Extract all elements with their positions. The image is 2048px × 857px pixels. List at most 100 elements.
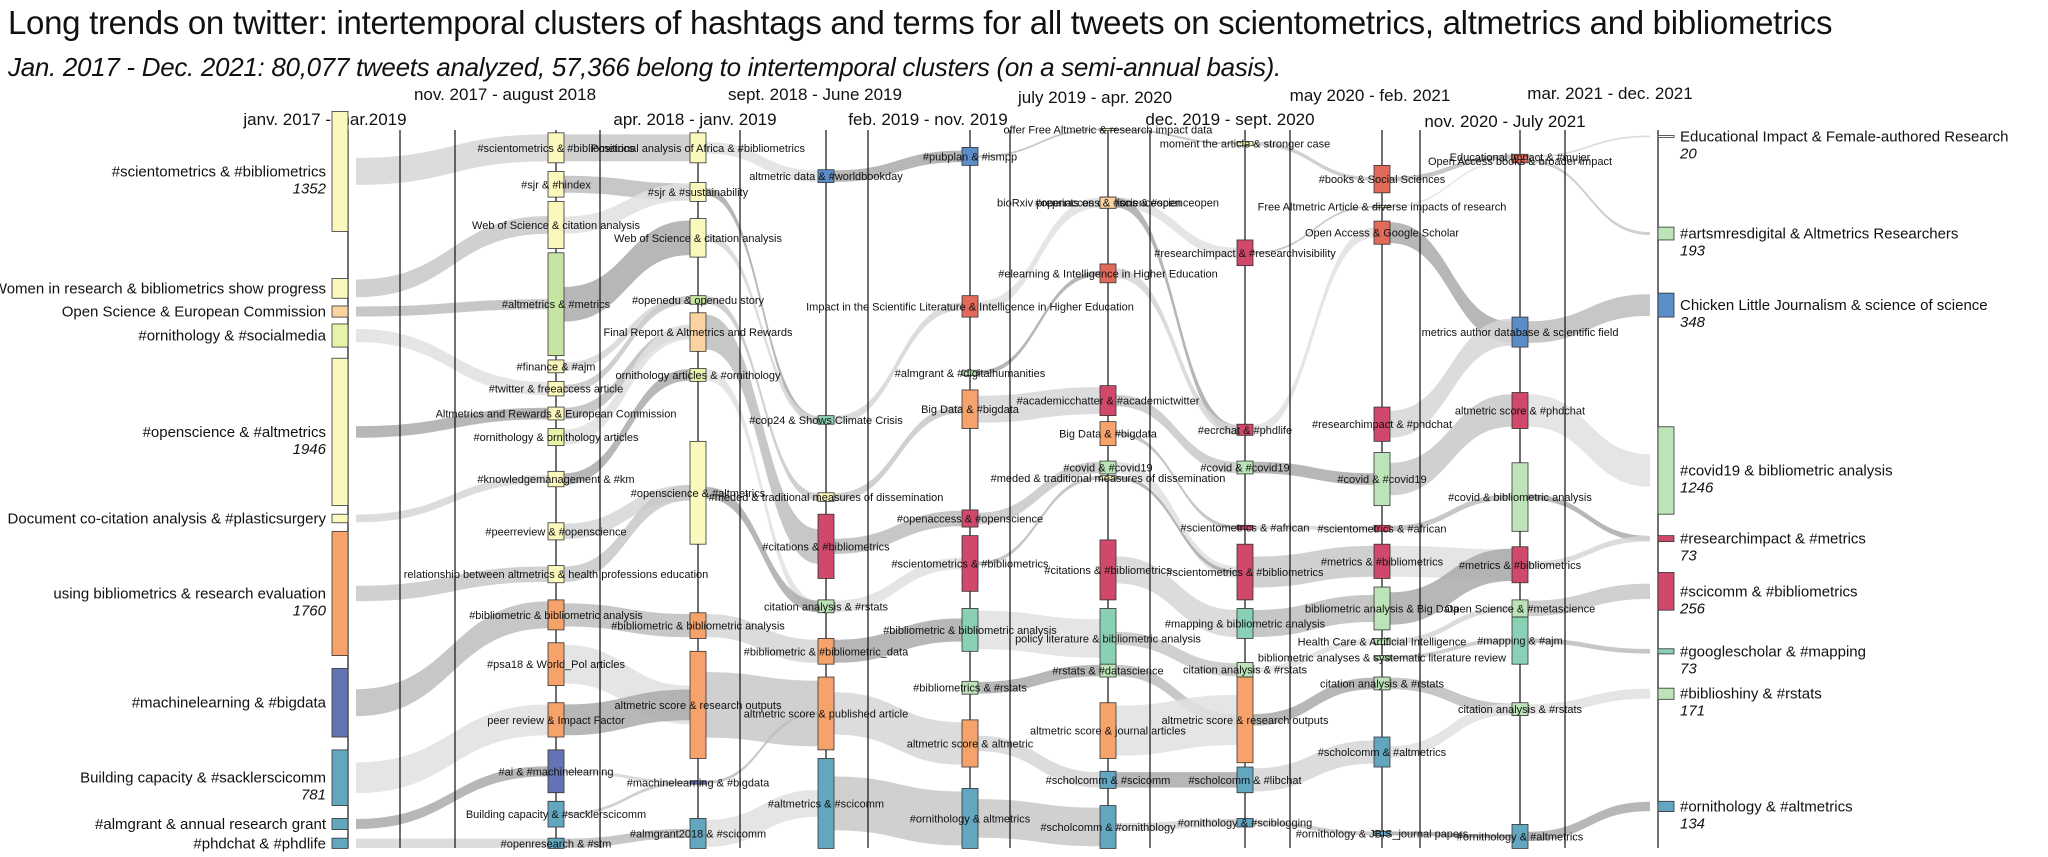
flow-ribbon (706, 711, 818, 784)
cluster-label: #scholcomm & #ornithology (1040, 822, 1176, 834)
cluster-label: Final Report & Altmetrics and Rewards (604, 327, 793, 339)
flow-ribbon (1253, 461, 1374, 485)
cluster-label: citation analysis & #rstats (1183, 665, 1308, 677)
flow-ribbon (1253, 638, 1374, 673)
cluster-label: using bibliometrics & research evaluatio… (53, 585, 326, 602)
cluster-node (689, 132, 707, 164)
flow-ribbon (1528, 159, 1650, 236)
cluster-node (1099, 770, 1117, 789)
cluster-label: #covid & #covid19 (1200, 462, 1289, 474)
cluster-label: #covid & bibliometric analysis (1448, 492, 1592, 504)
cluster-label: #meded & traditional measures of dissemi… (709, 492, 944, 504)
cluster-node (1099, 475, 1117, 481)
flow-ribbon (564, 324, 690, 445)
cluster-label: #openscience & #altmetrics (631, 488, 766, 500)
cluster-label: #googlescholar & #mapping (1680, 643, 1866, 660)
cluster-node (1099, 460, 1117, 475)
cluster-node (1099, 539, 1117, 601)
flow-ribbon (1528, 135, 1650, 158)
cluster-label: bibliometric analysis & Big Data (1305, 603, 1460, 615)
flow-ribbon (356, 407, 548, 438)
cluster-label: #scientometrics & #bibliometrics (891, 558, 1049, 570)
cluster-node (689, 818, 707, 849)
cluster-node (1657, 800, 1675, 812)
cluster-label: Big Data & #bigdata (1059, 429, 1158, 441)
flow-ribbon (356, 299, 548, 317)
cluster-node (817, 169, 835, 183)
flow-ribbon (564, 296, 690, 371)
flow-ribbon (1253, 205, 1374, 254)
flow-ribbon (1528, 294, 1650, 343)
flow-ribbon (1116, 128, 1237, 145)
cluster-node (1236, 141, 1254, 147)
cluster-label: #bibliometric & #bibliometric_data (744, 646, 909, 658)
cluster-label: #finance & #ajm (517, 361, 596, 373)
flow-ribbon (1116, 556, 1237, 637)
cluster-count: 1946 (293, 441, 327, 458)
cluster-node (331, 749, 349, 806)
flow-ribbon (1528, 688, 1650, 715)
cluster-node (1099, 128, 1117, 131)
cluster-label: policy literature & bibliometric analysi… (1015, 633, 1201, 645)
flow-ribbon (1253, 740, 1374, 792)
period-header: mar. 2021 - dec. 2021 (1527, 84, 1692, 103)
cluster-count: 1352 (293, 180, 327, 197)
cluster-label: #twitter & freeaccess article (489, 384, 624, 396)
cluster-label: citation analysis & #rstats (764, 601, 889, 613)
cluster-label: #metrics & #bibliometrics (1321, 556, 1444, 568)
cluster-node (331, 111, 349, 232)
cluster-label: #scientometrics & #bibliometrics (112, 163, 326, 180)
cluster-node (689, 650, 707, 759)
cluster-label: #academicchatter & #academictwitter (1017, 396, 1200, 408)
flow-ribbon (1253, 594, 1374, 637)
cluster-label: #pubplan & #ismpp (923, 151, 1017, 163)
flow-ribbon (978, 799, 1100, 847)
flow-ribbon (706, 672, 818, 747)
cluster-label: ornithology articles & #ornithology (615, 370, 781, 382)
cluster-node (1236, 239, 1254, 267)
cluster-node (331, 278, 349, 299)
cluster-count: 20 (1679, 145, 1697, 162)
cluster-node (689, 612, 707, 639)
cluster-label: Big Data & #bigdata (921, 404, 1020, 416)
flow-ribbon (1116, 694, 1237, 756)
cluster-node (689, 182, 707, 202)
flow-ribbon (834, 510, 962, 555)
cluster-label: #elearning & Intelligence in Higher Educ… (998, 268, 1218, 280)
cluster-node (1511, 462, 1529, 532)
flow-ribbon (1116, 461, 1237, 578)
cluster-label: #almgrant & #digitalhumanities (895, 368, 1046, 380)
cluster-label: #mapping & bibliometric analysis (1165, 618, 1326, 630)
cluster-label: #altmetrics & #metrics (502, 299, 611, 311)
cluster-label: #machinelearning & #bigdata (132, 695, 327, 712)
cluster-label: #sjr & #hindex (521, 179, 591, 191)
cluster-label: bibliometric analyses & systematic liter… (1258, 653, 1506, 665)
cluster-node (1511, 824, 1529, 849)
cluster-node (1511, 392, 1529, 429)
cluster-label: altmetric score & altmetric (907, 738, 1034, 750)
flow-ribbon (834, 692, 962, 765)
cluster-node (1236, 543, 1254, 601)
cluster-label: #bibliometric & bibliometric analysis (883, 625, 1057, 637)
cluster-label: #scholcomm & #scicomm (1046, 775, 1171, 787)
cluster-node (817, 676, 835, 751)
cluster-node (1373, 205, 1391, 209)
cluster-node (547, 470, 565, 488)
cluster-label: #researchimpact & #metrics (1680, 531, 1866, 548)
cluster-label: relationship between altmetrics & health… (404, 569, 709, 581)
flow-ribbon (564, 296, 690, 393)
cluster-node (1236, 524, 1254, 531)
cluster-label: #sjr & #sustainability (648, 187, 749, 199)
period-header: july 2019 - apr. 2020 (1017, 88, 1172, 107)
flow-ribbon (564, 183, 690, 234)
cluster-node (689, 780, 707, 785)
cluster-label: altmetric score & #phdchat (1455, 406, 1585, 418)
flow-ribbon (834, 776, 962, 846)
cluster-label: #openresearch & #stm (501, 838, 612, 850)
cluster-node (1373, 736, 1391, 768)
cluster-label: #peerreview & #openscience (485, 526, 626, 538)
cluster-label: #machinelearning & #bigdata (627, 777, 770, 789)
cluster-count: 348 (1680, 314, 1706, 331)
cluster-node (961, 680, 979, 695)
flow-ribbon (706, 296, 818, 501)
